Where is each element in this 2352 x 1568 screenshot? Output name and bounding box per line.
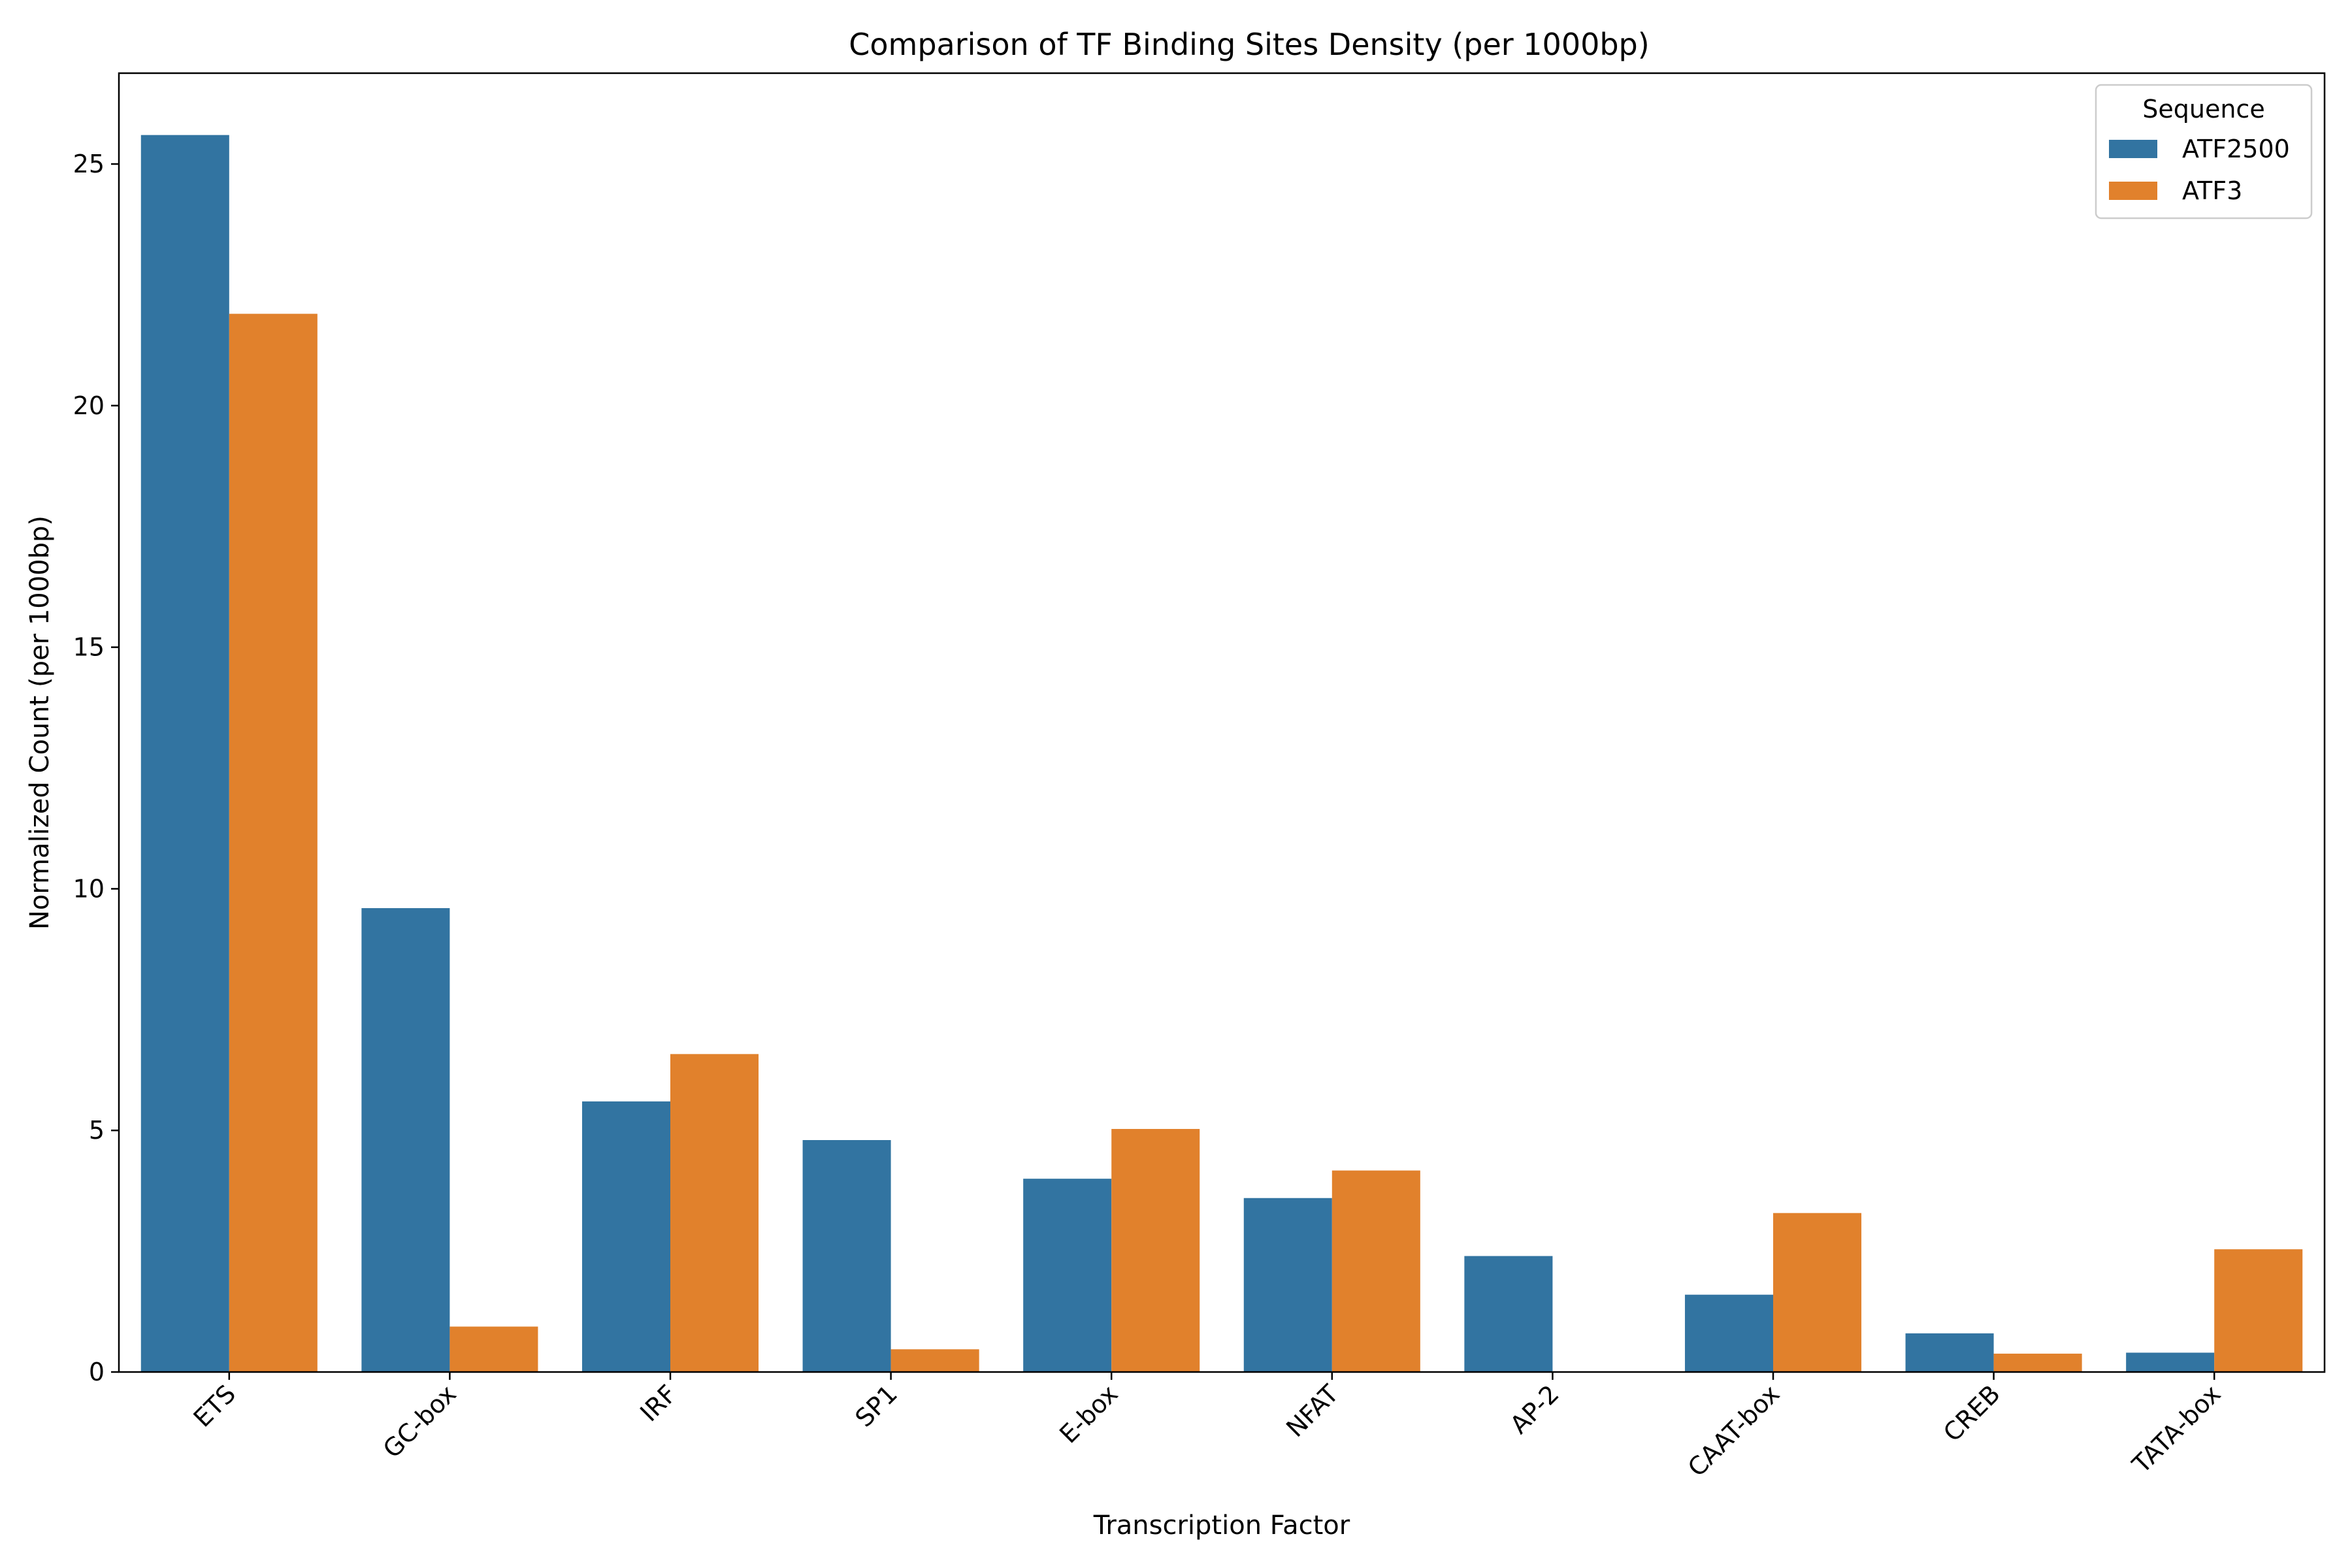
bar-atf3-creb [1993,1353,2082,1372]
legend: Sequence ATF2500 ATF3 [2095,84,2313,220]
bar-atf2500-tata-box [2126,1352,2215,1372]
bar-atf2500-ap-2 [1464,1256,1553,1372]
y-tick-label: 15 [73,633,105,662]
y-tick-label: 10 [73,874,105,903]
x-axis-label: Transcription Factor [1093,1511,1350,1541]
legend-label-atf3: ATF3 [2182,176,2242,205]
legend-items: ATF2500 ATF3 [2109,135,2290,205]
bar-atf3-nfat [1331,1170,1420,1372]
legend-swatch-atf3 [2109,182,2157,200]
y-axis-label: Normalized Count (per 1000bp) [25,515,55,930]
y-tick-label: 20 [73,391,105,420]
y-axis: 0 5 10 15 20 25 [73,150,119,1386]
legend-swatch-atf2500 [2109,140,2157,158]
bar-atf2500-sp1 [802,1140,891,1372]
y-tick-label: 5 [89,1116,105,1145]
bar-atf2500-e-box [1023,1179,1112,1372]
bar-atf3-caat-box [1773,1213,1862,1372]
bar-atf2500-irf [581,1101,670,1372]
bars-group [140,135,2303,1372]
bar-atf2500-caat-box [1684,1294,1773,1372]
bar-atf3-ets [229,314,318,1372]
y-tick-label: 0 [89,1358,105,1386]
bar-atf2500-nfat [1243,1198,1332,1372]
bar-atf2500-creb [1905,1333,1994,1372]
bar-atf3-gc-box [449,1326,538,1372]
plot-frame [118,72,2326,1373]
legend-title: Sequence [2142,95,2264,123]
bar-atf2500-gc-box [361,908,450,1372]
chart-title: Comparison of TF Binding Sites Density (… [849,27,1649,62]
bar-atf3-irf [670,1054,759,1372]
bar-atf3-sp1 [890,1349,979,1372]
bar-atf3-e-box [1111,1128,1200,1372]
bar-atf2500-ets [140,135,229,1372]
bar-atf3-tata-box [2214,1249,2303,1372]
y-tick-label: 25 [73,150,105,178]
legend-label-atf2500: ATF2500 [2182,135,2290,163]
